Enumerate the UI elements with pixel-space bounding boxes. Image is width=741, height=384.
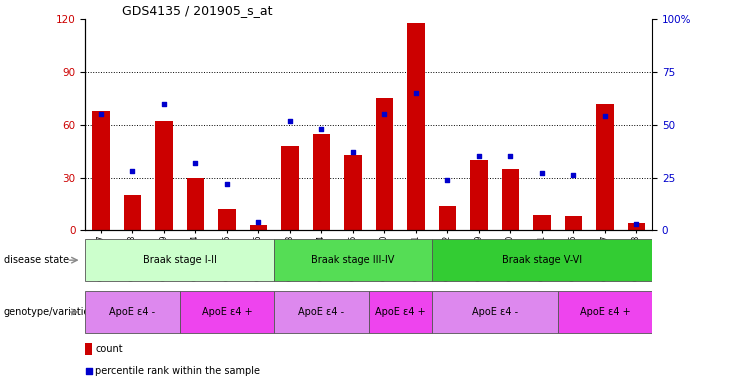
Text: percentile rank within the sample: percentile rank within the sample: [95, 366, 260, 376]
Text: ApoE ε4 +: ApoE ε4 +: [579, 307, 630, 317]
Point: [190, 160, 202, 166]
Point: [266, 241, 278, 247]
Bar: [124, 195, 141, 230]
Bar: [471, 160, 488, 230]
Bar: [439, 206, 456, 230]
Point: [95, 111, 107, 118]
Bar: [502, 169, 519, 230]
Bar: [179, 291, 274, 333]
Text: Braak stage V-VI: Braak stage V-VI: [502, 255, 582, 265]
Point: [442, 177, 453, 183]
Text: disease state: disease state: [4, 255, 69, 265]
Bar: [282, 146, 299, 230]
Point: [379, 111, 391, 118]
Point: [473, 154, 485, 160]
Bar: [187, 177, 204, 230]
Text: genotype/variation: genotype/variation: [4, 307, 96, 317]
Bar: [597, 104, 614, 230]
Bar: [534, 215, 551, 230]
Text: ApoE ε4 +: ApoE ε4 +: [375, 307, 425, 317]
Point: [316, 126, 328, 132]
Text: count: count: [95, 344, 123, 354]
Bar: [85, 291, 179, 333]
Bar: [565, 216, 582, 230]
Point: [568, 172, 579, 179]
Bar: [557, 291, 652, 333]
Point: [127, 168, 139, 174]
Point: [253, 219, 265, 225]
Bar: [431, 239, 652, 281]
Bar: [250, 225, 267, 230]
Point: [599, 113, 611, 119]
Bar: [93, 111, 110, 230]
Bar: [85, 343, 92, 356]
Bar: [431, 291, 557, 333]
Text: Braak stage I-II: Braak stage I-II: [143, 255, 216, 265]
Bar: [85, 239, 274, 281]
Bar: [313, 134, 330, 230]
Point: [347, 149, 359, 156]
Text: ApoE ε4 +: ApoE ε4 +: [202, 307, 252, 317]
Text: Braak stage III-IV: Braak stage III-IV: [311, 255, 395, 265]
Bar: [368, 291, 431, 333]
Text: GDS4135 / 201905_s_at: GDS4135 / 201905_s_at: [122, 4, 273, 17]
Text: ApoE ε4 -: ApoE ε4 -: [299, 307, 345, 317]
Bar: [408, 23, 425, 230]
Point: [536, 170, 548, 177]
Bar: [219, 209, 236, 230]
Bar: [274, 291, 369, 333]
Bar: [274, 239, 431, 281]
Bar: [376, 98, 393, 230]
Bar: [156, 121, 173, 230]
Point: [410, 90, 422, 96]
Point: [158, 101, 170, 107]
Point: [631, 221, 642, 227]
Bar: [628, 223, 645, 230]
Point: [505, 154, 516, 160]
Text: ApoE ε4 -: ApoE ε4 -: [110, 307, 156, 317]
Text: ApoE ε4 -: ApoE ε4 -: [471, 307, 518, 317]
Point: [284, 118, 296, 124]
Bar: [345, 155, 362, 230]
Point: [221, 181, 233, 187]
